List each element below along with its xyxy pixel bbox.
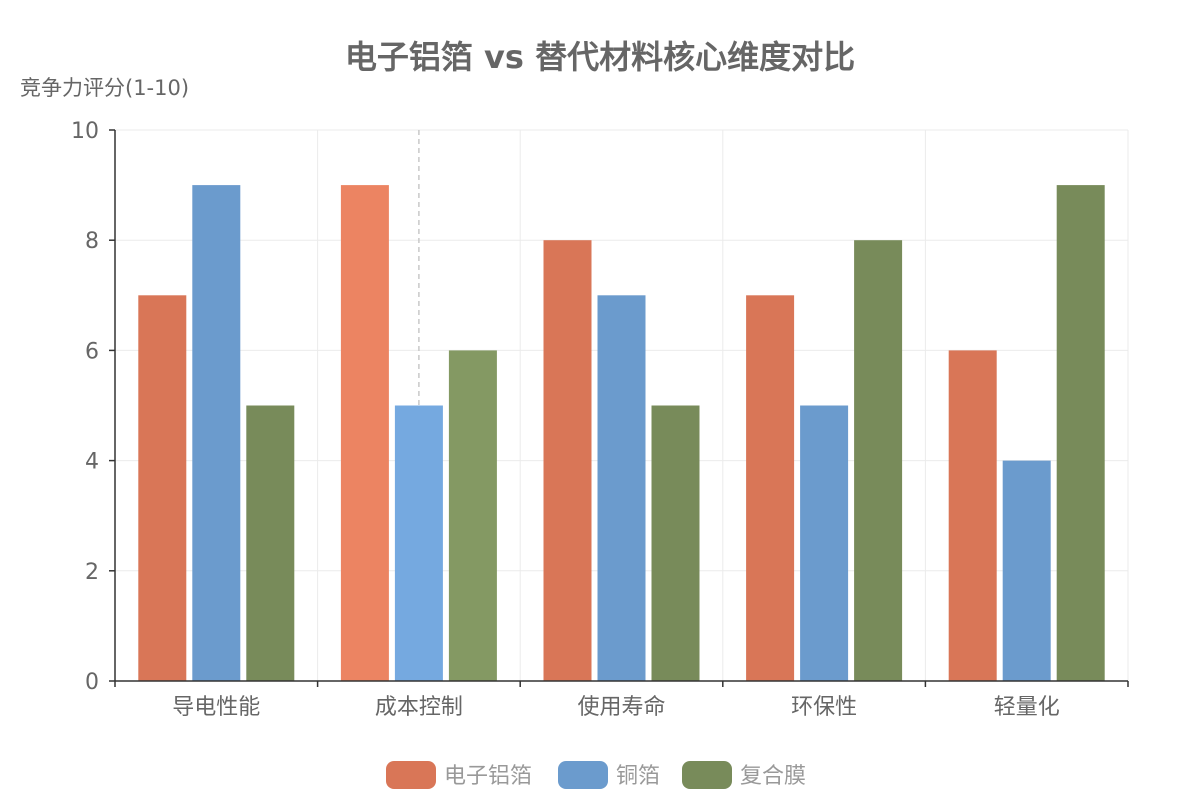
x-tick-labels: 导电性能 成本控制 使用寿命 环保性 轻量化 [172, 695, 1059, 720]
x-tick-label-3: 环保性 [791, 695, 857, 720]
bar-3-1[interactable] [800, 405, 849, 682]
bar-4-0[interactable] [948, 350, 997, 681]
legend-swatch-1 [558, 761, 608, 789]
x-tick-label-0: 导电性能 [172, 695, 260, 720]
bars-group [138, 185, 1105, 682]
y-axis-label: 竞争力评分(1-10) [20, 76, 189, 100]
y-tick-label-3: 6 [85, 339, 99, 364]
x-tick-label-4: 轻量化 [994, 695, 1060, 720]
legend-item-2[interactable]: 复合膜 [682, 761, 806, 789]
chart-title: 电子铝箔 vs 替代材料核心维度对比 [345, 38, 855, 76]
bar-3-0[interactable] [746, 295, 795, 681]
y-tick-label-4: 8 [85, 229, 99, 254]
legend-label-1: 铜箔 [616, 764, 660, 789]
bar-0-0[interactable] [138, 295, 187, 681]
y-tick-label-2: 4 [85, 450, 99, 475]
bar-1-0[interactable] [340, 185, 389, 681]
legend[interactable]: 电子铝箔 铜箔 复合膜 [386, 761, 806, 789]
bar-0-2[interactable] [246, 405, 295, 682]
y-tick-label-5: 10 [71, 119, 99, 144]
legend-item-0[interactable]: 电子铝箔 [386, 761, 532, 789]
bar-4-2[interactable] [1056, 185, 1105, 681]
y-tick-label-1: 2 [85, 560, 99, 585]
bar-2-0[interactable] [543, 240, 592, 681]
x-tick-label-2: 使用寿命 [577, 695, 665, 720]
legend-label-0: 电子铝箔 [444, 764, 532, 789]
bar-3-2[interactable] [854, 240, 903, 681]
y-tick-labels: 0 2 4 6 8 10 [71, 119, 99, 695]
bar-2-1[interactable] [597, 295, 646, 681]
legend-swatch-0 [386, 761, 436, 789]
bar-0-1[interactable] [192, 185, 241, 681]
bar-1-2[interactable] [448, 350, 497, 681]
legend-swatch-2 [682, 761, 732, 789]
axes [109, 129, 1129, 687]
bar-2-2[interactable] [651, 405, 700, 682]
legend-item-1[interactable]: 铜箔 [558, 761, 660, 789]
y-tick-label-0: 0 [85, 670, 99, 695]
bar-4-1[interactable] [1002, 460, 1051, 681]
x-tick-label-1: 成本控制 [375, 695, 463, 720]
bar-1-1[interactable] [394, 405, 443, 682]
legend-label-2: 复合膜 [740, 764, 806, 789]
